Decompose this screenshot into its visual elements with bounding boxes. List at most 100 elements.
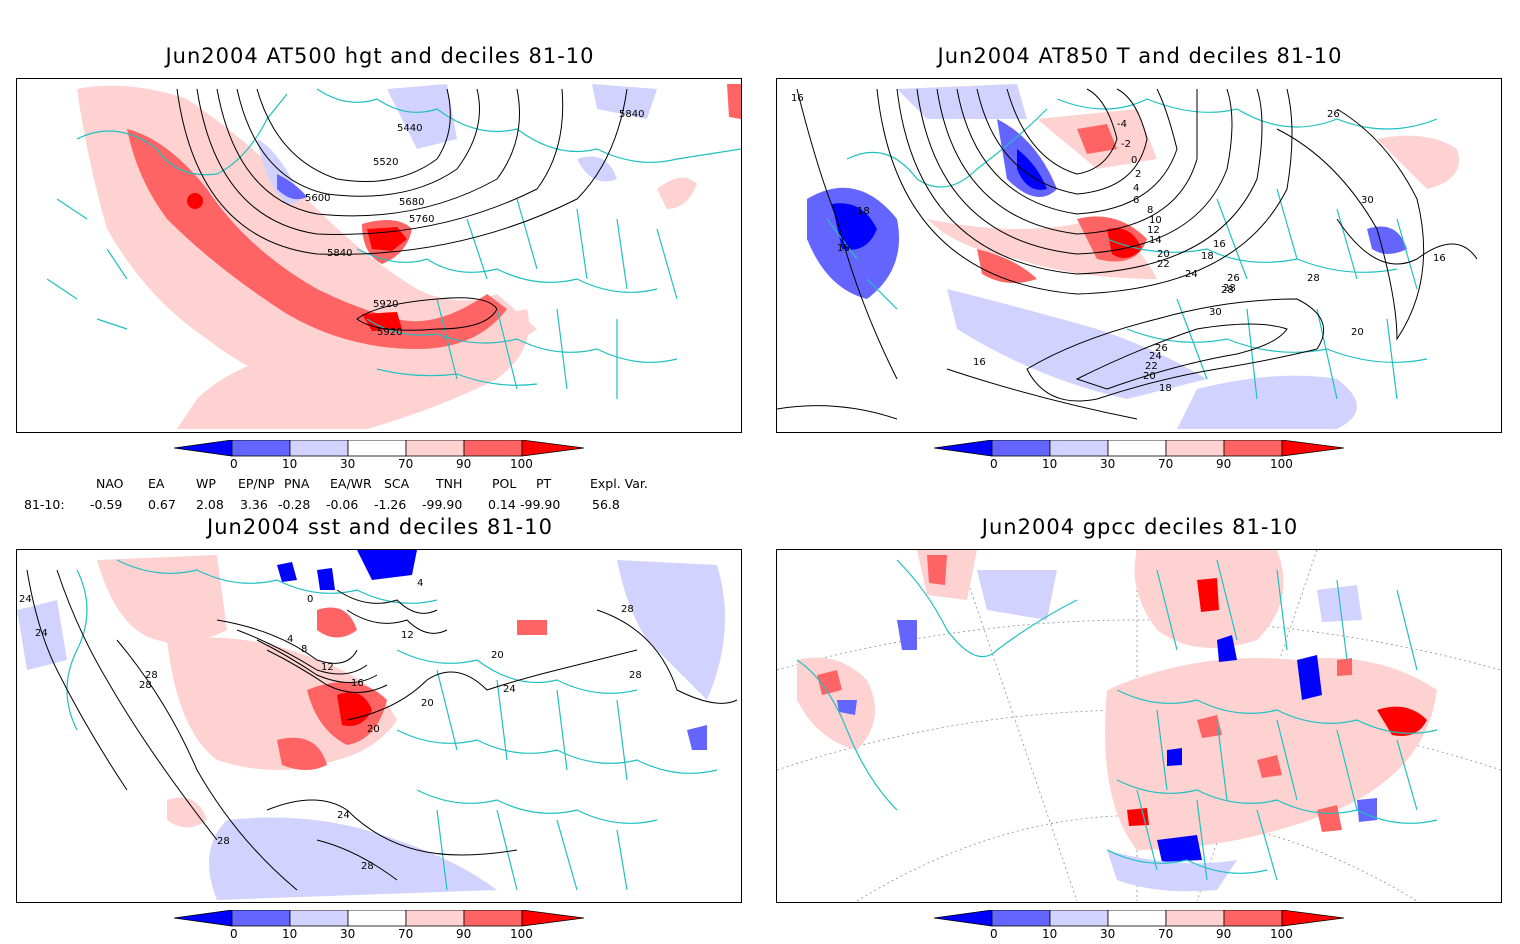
panel-title-hgt500: Jun2004 AT500 hgt and deciles 81-10: [165, 44, 595, 68]
index-header-nao: NAO: [96, 476, 124, 491]
colorbar-tick: 0: [990, 457, 998, 471]
decile-shading: [77, 84, 741, 429]
index-header-ea: EA: [148, 476, 165, 491]
contour-label: 5680: [399, 197, 424, 208]
colorbar-tick: 90: [456, 927, 471, 940]
panel-title-gpcc: Jun2004 gpcc deciles 81-10: [981, 515, 1299, 539]
index-value-wp: 2.08: [196, 497, 224, 512]
index-header-pt: PT: [536, 476, 552, 491]
contour-label: 10: [1149, 215, 1162, 226]
colorbar-tick: 90: [456, 457, 471, 471]
contour-label: 12: [1147, 225, 1160, 236]
contour-labels: 5440 5520 5600 5680 5760 5840 5840 5920 …: [305, 109, 644, 338]
colorbar-tick: 10: [282, 927, 297, 940]
colorbar-tick: 0: [230, 927, 238, 940]
map-panel-gpcc: [776, 549, 1502, 903]
contour-label: 4: [1133, 183, 1139, 194]
colorbar-tick: 100: [1270, 457, 1293, 471]
contour-label: 6: [1133, 195, 1139, 206]
contour-label: 28: [145, 670, 158, 681]
colorbar-tick: 0: [230, 457, 238, 471]
contour-label: 16: [837, 243, 850, 254]
contour-label: 22: [1157, 259, 1170, 270]
contour-label: 28: [1223, 283, 1236, 294]
colorbar-t850: 0 10 30 70 90 100: [933, 439, 1354, 472]
decile-shading: [17, 550, 725, 900]
index-value-pna: -0.28: [278, 497, 311, 512]
contour-label: 5760: [409, 214, 434, 225]
index-header-sca: SCA: [384, 476, 410, 491]
colorbar-tick: 30: [340, 457, 355, 471]
contour-label: -4: [1117, 119, 1127, 130]
contour-label: 28: [361, 861, 374, 872]
contour-label: 30: [1209, 307, 1222, 318]
colorbar-svg: 0 10 30 70 90 100: [933, 439, 1345, 471]
index-header-pol: POL: [492, 476, 517, 491]
contour-label: 20: [1143, 371, 1156, 382]
index-row-label: 81-10:: [24, 497, 65, 512]
contour-label: 2: [1135, 169, 1141, 180]
coastlines: [796, 559, 1438, 881]
colorbar-tick: 70: [1158, 927, 1173, 940]
colorbar-tick: 70: [398, 927, 413, 940]
colorbar-tick: 100: [510, 457, 533, 471]
map-panel-sst: 24 24 28 28 28 0 4 8 12 16 20 20 24 24 2…: [16, 549, 742, 903]
index-value-pt: -99.90: [520, 497, 561, 512]
index-value-explvar: 56.8: [592, 497, 620, 512]
index-header-tnh: TNH: [436, 476, 463, 491]
index-value-epnp: 3.36: [240, 497, 268, 512]
contour-label: 22: [1145, 361, 1158, 372]
colorbar-svg: 0 10 30 70 90 100: [173, 909, 585, 941]
colorbar-tick: 10: [1042, 927, 1057, 940]
index-header-eawr: EA/WR: [330, 476, 372, 491]
colorbar-tick: 10: [282, 457, 297, 471]
index-value-tnh: -99.90: [422, 497, 463, 512]
contour-label: 0: [1131, 155, 1137, 166]
contour-label: 14: [1149, 235, 1162, 246]
colorbar-tick: 90: [1216, 457, 1231, 471]
colorbar-tick: 70: [398, 457, 413, 471]
contour-label: 16: [1433, 253, 1446, 264]
map-panel-hgt500: 5440 5520 5600 5680 5760 5840 5840 5920 …: [16, 78, 742, 433]
colorbar-tick: 90: [1216, 927, 1231, 940]
colorbar-tick: 0: [990, 927, 998, 940]
contour-label: 5920: [373, 299, 398, 310]
contour-label: 0: [307, 594, 313, 605]
contour-label: 28: [621, 604, 634, 615]
contour-label: 26: [1227, 273, 1240, 284]
contour-label: 16: [351, 678, 364, 689]
contour-label: 4: [287, 634, 293, 645]
contour-label: 24: [1149, 351, 1162, 362]
colorbar-sst: 0 10 30 70 90 100: [173, 909, 594, 941]
panel-title-t850: Jun2004 AT850 T and deciles 81-10: [937, 44, 1343, 68]
contour-labels: -4 -2 0 2 4 6 8 10 12 14 16 18 20 22 24 …: [791, 93, 1446, 394]
index-value-sca: -1.26: [374, 497, 407, 512]
colorbar-hgt500: 0 10 30 70 90 100: [173, 439, 594, 472]
contour-label: 4: [417, 578, 423, 589]
contour-label: 28: [1307, 273, 1320, 284]
coastlines: [46, 88, 741, 399]
contour-label: 30: [1361, 195, 1374, 206]
map-panel-t850: -4 -2 0 2 4 6 8 10 12 14 16 18 20 22 24 …: [776, 78, 1502, 433]
contour-label: 8: [301, 644, 307, 655]
contour-label: 24: [35, 628, 48, 639]
colorbar-tick: 30: [1100, 927, 1115, 940]
index-header-epnp: EP/NP: [238, 476, 275, 491]
contour-label: 18: [1201, 251, 1214, 262]
contour-label: 5920: [377, 327, 402, 338]
colorbar-svg: 0 10 30 70 90 100: [933, 909, 1345, 941]
colorbar-svg: 0 10 30 70 90 100: [173, 439, 585, 471]
index-value-pol: 0.14: [488, 497, 516, 512]
contour-label: 28: [1221, 285, 1234, 296]
colorbar-tick: 70: [1158, 457, 1173, 471]
decile-shading: [807, 84, 1459, 429]
contour-label: 28: [629, 670, 642, 681]
contour-label: 5600: [305, 193, 330, 204]
colorbar-tick: 30: [340, 927, 355, 940]
colorbar-tick: 30: [1100, 457, 1115, 471]
contour-label: 16: [973, 357, 986, 368]
contour-label: 8: [1147, 205, 1153, 216]
contour-label: 26: [1155, 343, 1168, 354]
contour-label: 24: [337, 810, 350, 821]
index-value-ea: 0.67: [148, 497, 176, 512]
